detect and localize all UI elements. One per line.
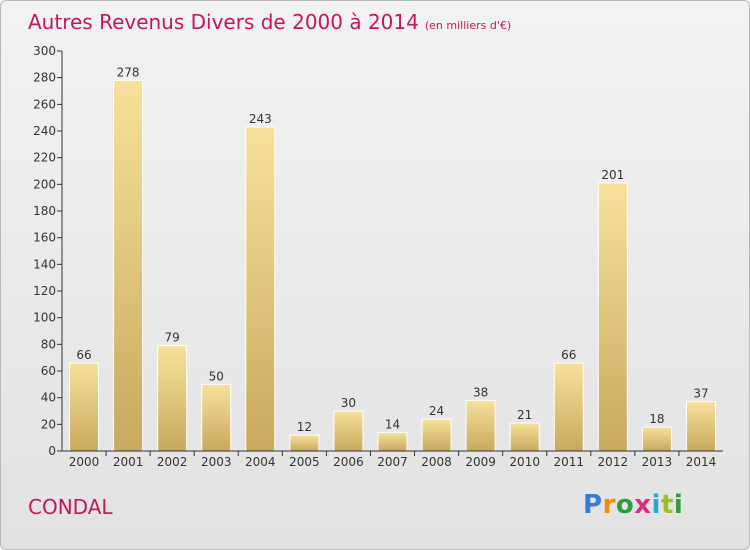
x-tick-label: 2011	[553, 455, 584, 469]
chart-title-main: Autres Revenus Divers de 2000 à 2014	[28, 10, 419, 34]
x-tick-label: 2003	[201, 455, 232, 469]
bar	[465, 399, 496, 452]
y-tick-label: 100	[33, 311, 56, 325]
logo-letter: o	[615, 490, 635, 520]
bar-value-label: 24	[429, 404, 444, 418]
bar	[377, 431, 408, 452]
y-tick-label: 20	[41, 417, 56, 431]
y-tick-label: 60	[41, 364, 56, 378]
logo-letter: P	[583, 490, 603, 520]
y-tick-label: 80	[41, 337, 56, 351]
y-tick-label: 300	[33, 44, 56, 58]
y-tick-label: 220	[33, 151, 56, 165]
x-tick-label: 2014	[686, 455, 717, 469]
y-tick-label: 140	[33, 257, 56, 271]
x-tick-label: 2010	[509, 455, 540, 469]
bar-value-label: 18	[649, 412, 664, 426]
y-tick-label: 40	[41, 391, 56, 405]
bar	[509, 422, 540, 452]
bar	[157, 345, 188, 452]
bar-value-label: 14	[385, 417, 400, 431]
bar	[289, 434, 320, 452]
x-tick-label: 2000	[69, 455, 100, 469]
bar-value-label: 66	[76, 348, 91, 362]
bar-value-label: 30	[341, 396, 356, 410]
x-tick-label: 2009	[465, 455, 496, 469]
bar	[597, 182, 628, 452]
x-tick-label: 2005	[289, 455, 320, 469]
x-tick-label: 2001	[113, 455, 144, 469]
chart-title-unit: (en milliers d'€)	[424, 19, 512, 32]
bar-value-label: 50	[209, 369, 224, 383]
bar	[245, 126, 276, 452]
proxiti-logo: Proxiti	[583, 490, 683, 520]
bar-value-label: 201	[601, 168, 624, 182]
bar-value-label: 66	[561, 348, 576, 362]
bar-value-label: 278	[117, 65, 140, 79]
bar	[553, 362, 584, 452]
chart-title: Autres Revenus Divers de 2000 à 2014 (en …	[28, 10, 511, 34]
y-tick-label: 280	[33, 71, 56, 85]
x-tick-label: 2008	[421, 455, 452, 469]
y-tick-label: 160	[33, 231, 56, 245]
logo-letter: i	[651, 490, 661, 520]
logo-letter: i	[673, 490, 684, 520]
x-tick-label: 2013	[642, 455, 673, 469]
logo-letter: x	[634, 490, 652, 520]
bar	[333, 410, 364, 452]
bar	[113, 79, 144, 452]
logo-letter: t	[660, 490, 674, 520]
bar	[69, 362, 100, 452]
x-tick-label: 2004	[245, 455, 276, 469]
bar-value-label: 38	[473, 385, 488, 399]
x-tick-label: 2006	[333, 455, 364, 469]
y-tick-label: 200	[33, 177, 56, 191]
bar-value-label: 243	[249, 112, 272, 126]
commune-name: CONDAL	[28, 495, 113, 519]
y-tick-label: 260	[33, 97, 56, 111]
bar-value-label: 37	[693, 387, 708, 401]
x-tick-label: 2002	[157, 455, 188, 469]
bar-value-label: 79	[165, 331, 180, 345]
x-tick-label: 2007	[377, 455, 408, 469]
bars: 66 278 79 50 243 12 30 14 24 38 21 66 201 18 37	[69, 65, 716, 452]
bar-value-label: 12	[297, 420, 312, 434]
y-axis: 0 20 40 60 80 100 120 140 160 180 200 220 240 260 280 3…	[33, 44, 63, 458]
bar	[641, 426, 672, 452]
y-tick-label: 0	[48, 444, 56, 458]
bar	[421, 418, 452, 452]
y-tick-label: 120	[33, 284, 56, 298]
x-tick-label: 2012	[598, 455, 629, 469]
bar	[685, 401, 716, 452]
y-tick-label: 180	[33, 204, 56, 218]
bar-value-label: 21	[517, 408, 532, 422]
logo-letter: r	[602, 490, 616, 520]
x-axis: 2000 2001 2002 2003 2004 2005 2006 2007 2008 2009…	[62, 450, 723, 469]
bar	[201, 383, 232, 452]
y-tick-label: 240	[33, 124, 56, 138]
